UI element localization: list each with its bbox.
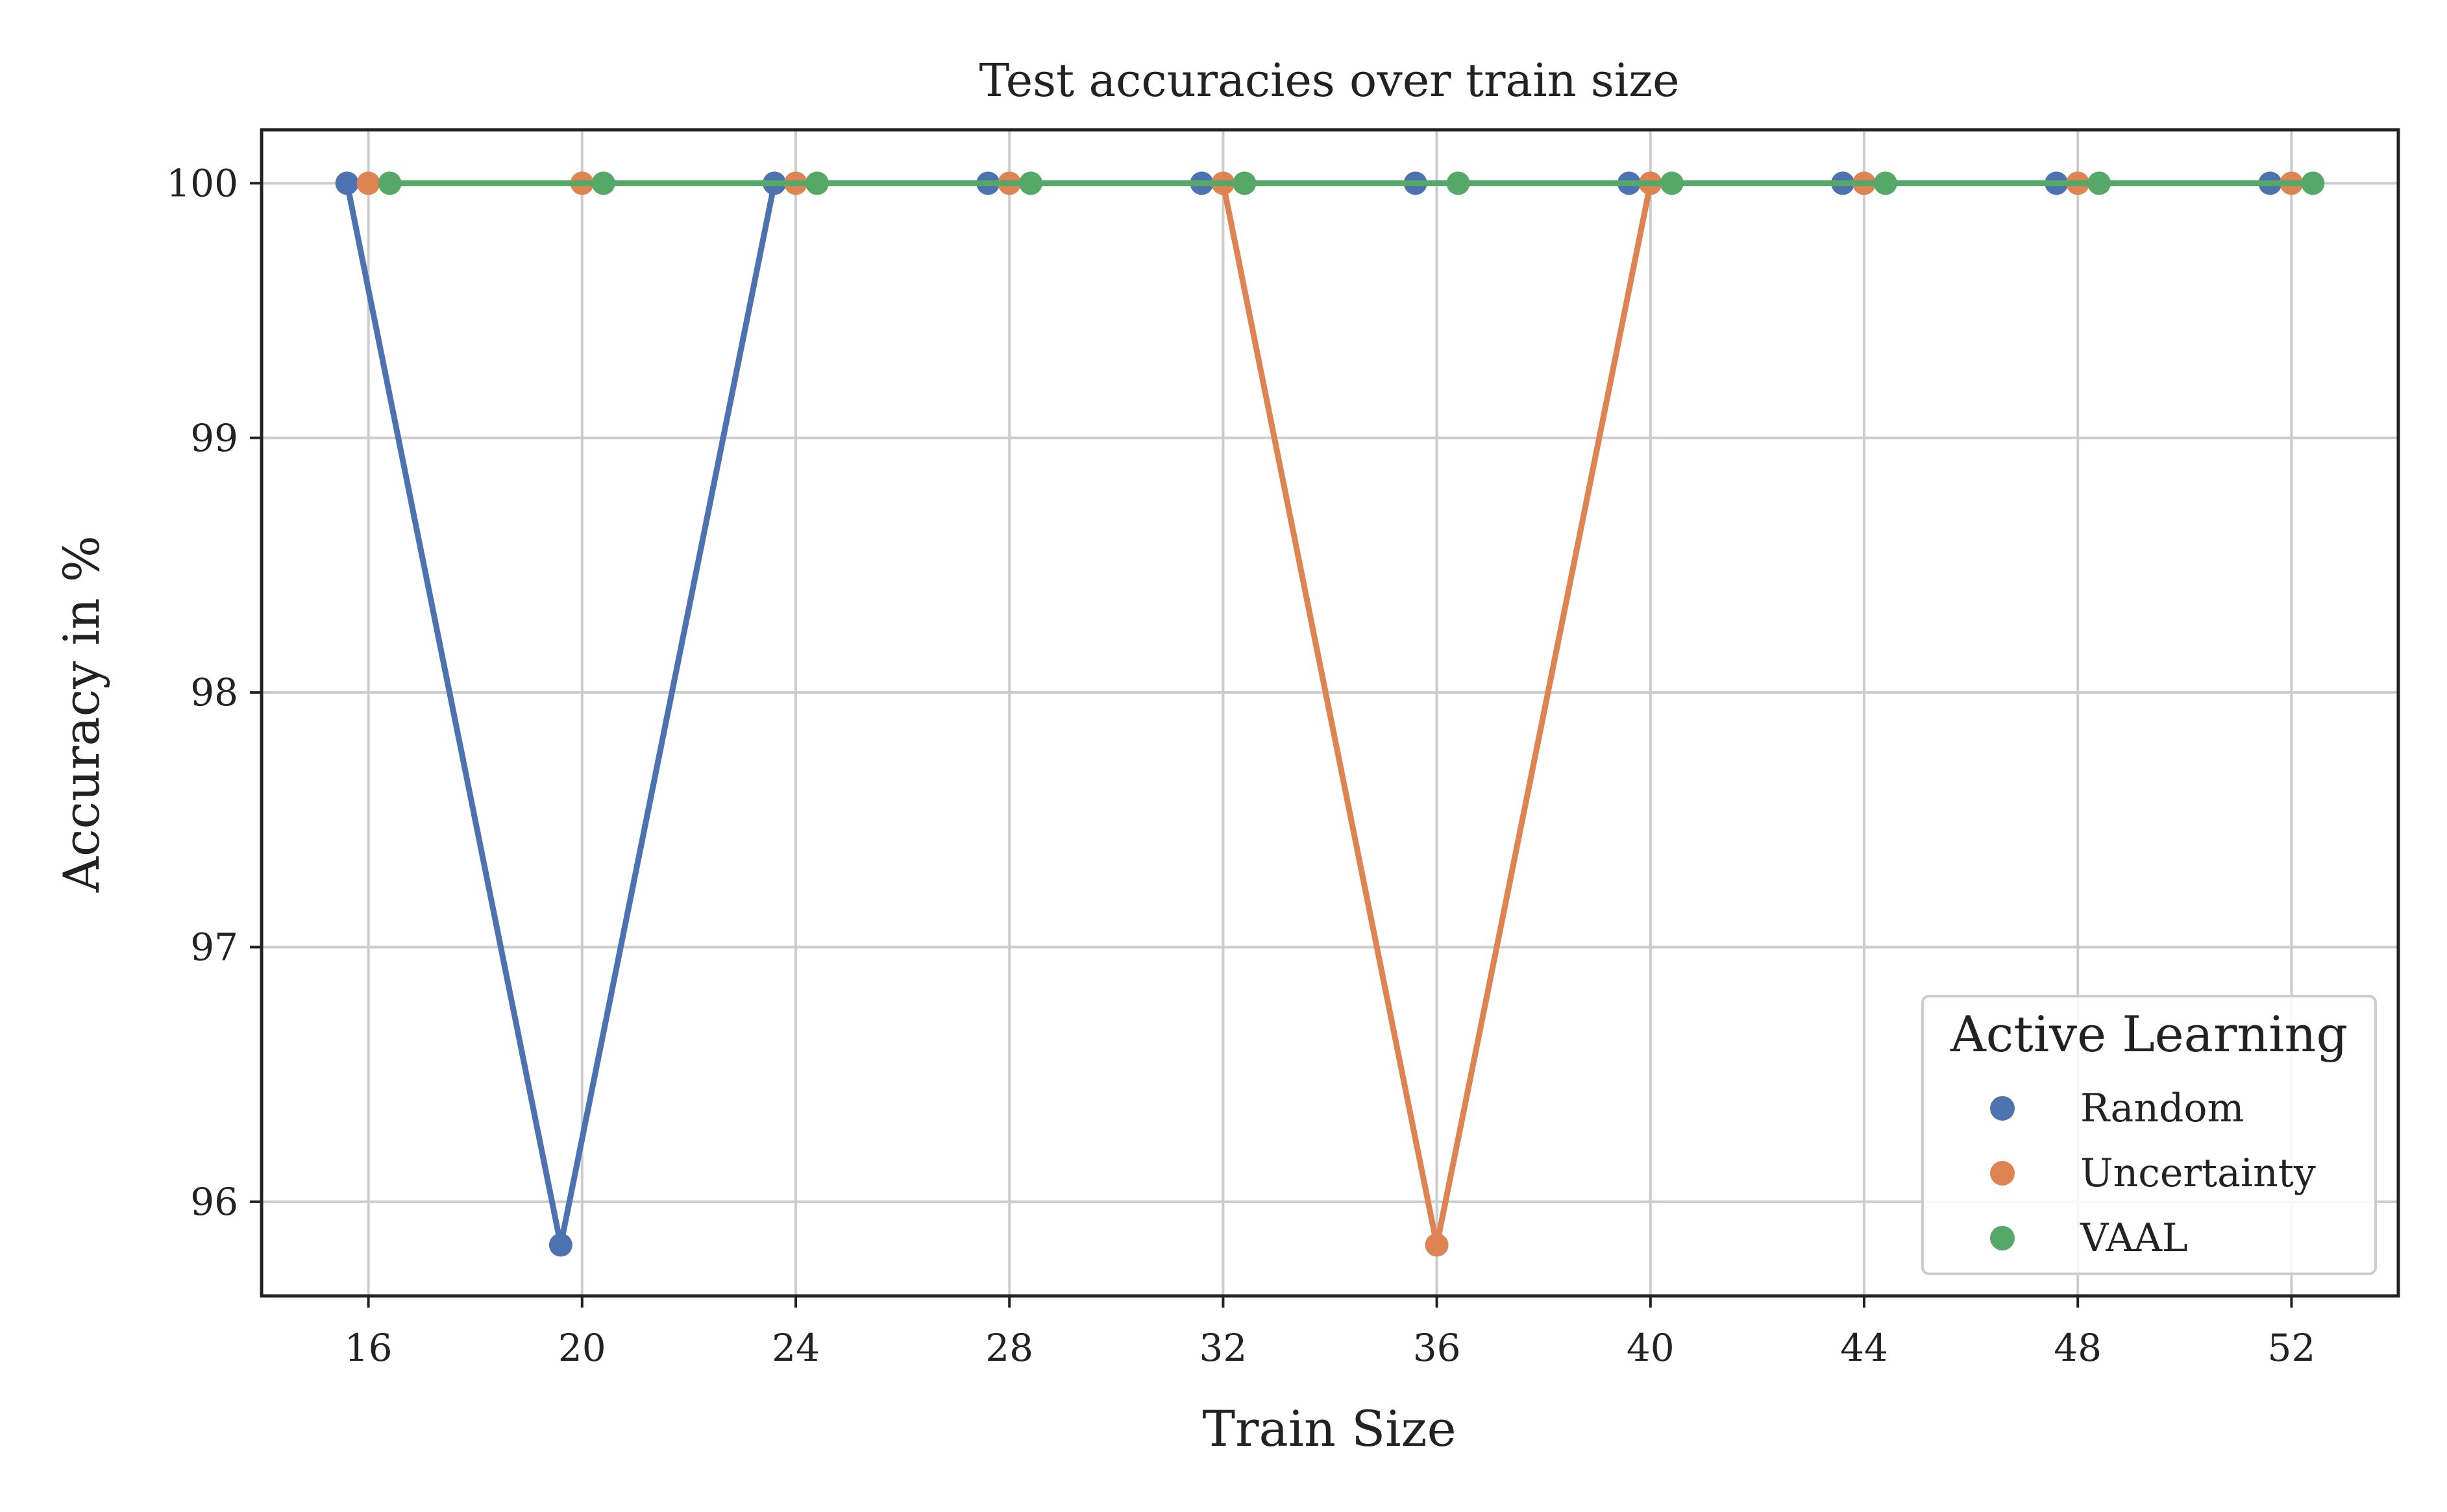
data-point-vaal xyxy=(1873,171,1897,195)
y-tick-label: 98 xyxy=(190,670,238,714)
x-tick-label: 44 xyxy=(1840,1326,1888,1370)
legend-box xyxy=(1921,995,2377,1275)
data-point-vaal xyxy=(1660,171,1684,195)
data-point-uncertainty xyxy=(356,171,380,195)
y-axis-ticks: 96 97 98 99 100 xyxy=(166,161,262,1224)
x-tick-label: 28 xyxy=(985,1326,1033,1370)
data-point-vaal xyxy=(378,171,402,195)
chart-title: Test accuracies over train size xyxy=(979,54,1679,107)
legend-marker-random xyxy=(1990,1096,2015,1121)
y-tick-label: 97 xyxy=(190,925,238,969)
data-point-random xyxy=(335,171,359,195)
legend-label-vaal: VAAL xyxy=(2080,1215,2188,1261)
data-point-vaal xyxy=(1019,171,1043,195)
data-point-vaal xyxy=(1233,171,1257,195)
series-vaal xyxy=(378,171,2325,195)
x-axis-label: Train Size xyxy=(1202,1400,1456,1457)
x-tick-label: 48 xyxy=(2054,1326,2102,1370)
data-point-vaal xyxy=(805,171,829,195)
legend-marker-vaal xyxy=(1990,1226,2015,1250)
x-tick-label: 16 xyxy=(345,1326,393,1370)
x-tick-label: 32 xyxy=(1199,1326,1247,1370)
x-tick-label: 24 xyxy=(772,1326,820,1370)
data-point-random xyxy=(548,1233,572,1257)
data-point-vaal xyxy=(591,171,615,195)
legend-items: Random Uncertainty VAAL xyxy=(1990,1086,2316,1261)
y-tick-label: 99 xyxy=(190,416,238,460)
y-tick-label: 96 xyxy=(190,1180,238,1224)
data-point-vaal xyxy=(1446,171,1470,195)
x-tick-label: 40 xyxy=(1627,1326,1675,1370)
x-tick-label: 20 xyxy=(558,1326,606,1370)
data-point-uncertainty xyxy=(1425,1233,1449,1257)
x-tick-label: 36 xyxy=(1413,1326,1461,1370)
legend: Active Learning Random Uncertainty VAAL xyxy=(1921,995,2377,1275)
legend-label-random: Random xyxy=(2080,1086,2244,1131)
data-point-vaal xyxy=(2087,171,2111,195)
legend-marker-uncertainty xyxy=(1990,1161,2015,1186)
legend-label-uncertainty: Uncertainty xyxy=(2080,1151,2316,1196)
plot-series xyxy=(335,171,2325,1257)
y-axis-label: Accuracy in % xyxy=(53,535,110,893)
data-point-vaal xyxy=(2301,171,2325,195)
y-tick-label: 100 xyxy=(166,161,238,205)
plot-frame xyxy=(260,128,2400,1298)
x-axis-ticks: 16 20 24 28 32 36 40 44 48 52 xyxy=(345,1296,2315,1370)
legend-title: Active Learning xyxy=(1950,1005,2348,1063)
x-tick-label: 52 xyxy=(2267,1326,2315,1370)
